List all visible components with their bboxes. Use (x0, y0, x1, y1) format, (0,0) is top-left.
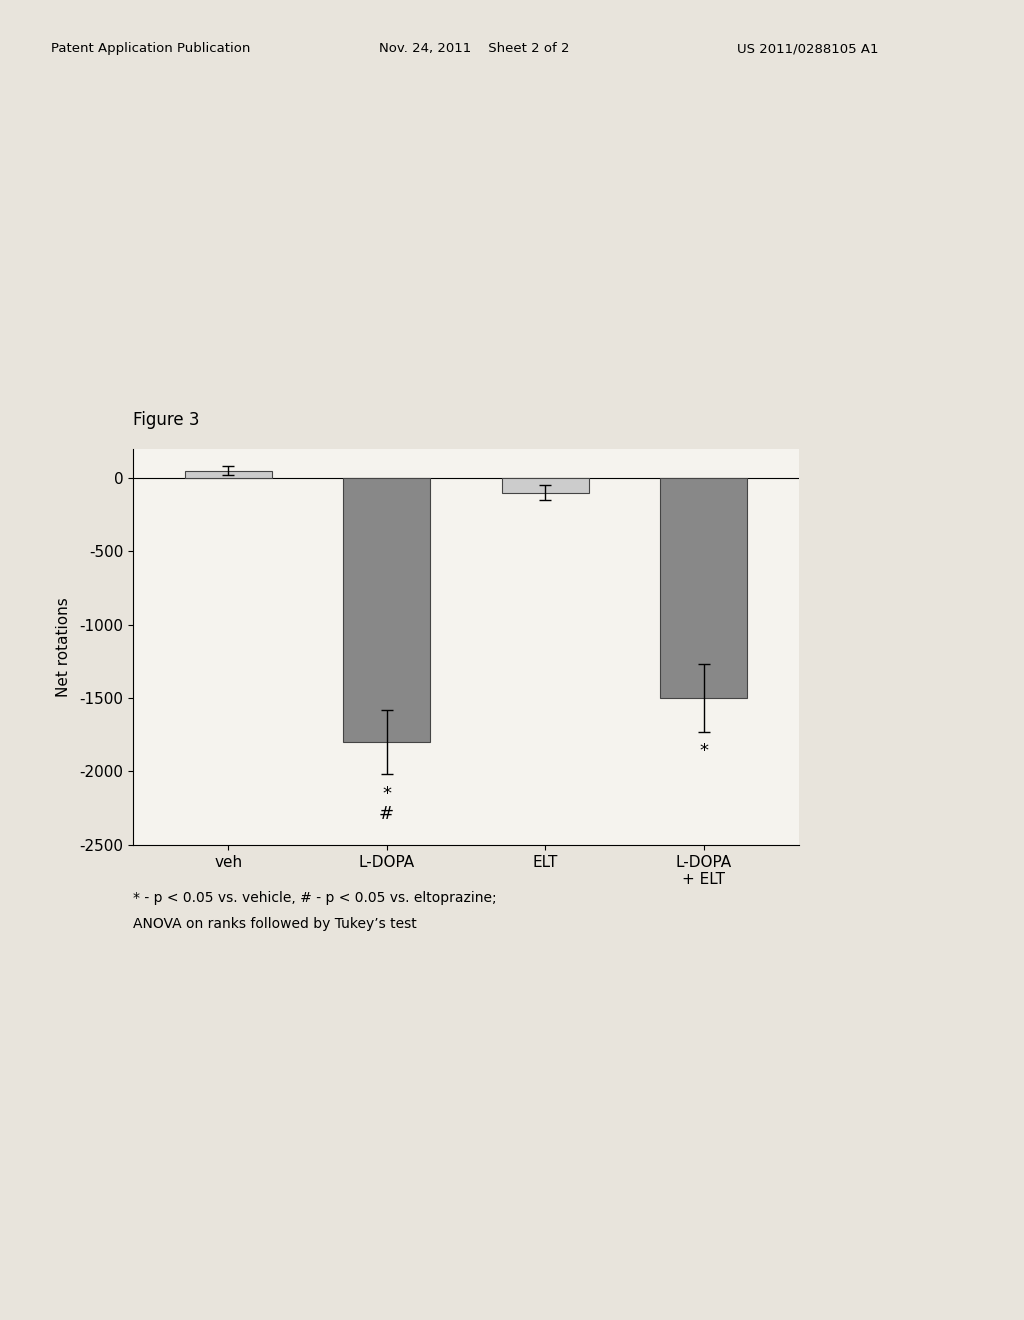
Text: Patent Application Publication: Patent Application Publication (51, 42, 251, 55)
Text: Figure 3: Figure 3 (133, 411, 200, 429)
Text: * - p < 0.05 vs. vehicle, # - p < 0.05 vs. eltoprazine;: * - p < 0.05 vs. vehicle, # - p < 0.05 v… (133, 891, 497, 906)
Bar (343, 478, 430, 742)
Text: Nov. 24, 2011    Sheet 2 of 2: Nov. 24, 2011 Sheet 2 of 2 (379, 42, 569, 55)
Text: #: # (379, 805, 394, 824)
Text: *: * (699, 742, 709, 760)
Y-axis label: Net rotations: Net rotations (56, 597, 71, 697)
Bar (184, 471, 271, 478)
Text: *: * (382, 784, 391, 803)
Text: ANOVA on ranks followed by Tukey’s test: ANOVA on ranks followed by Tukey’s test (133, 917, 417, 932)
Bar (660, 478, 748, 698)
Text: US 2011/0288105 A1: US 2011/0288105 A1 (737, 42, 879, 55)
Bar (502, 478, 589, 492)
